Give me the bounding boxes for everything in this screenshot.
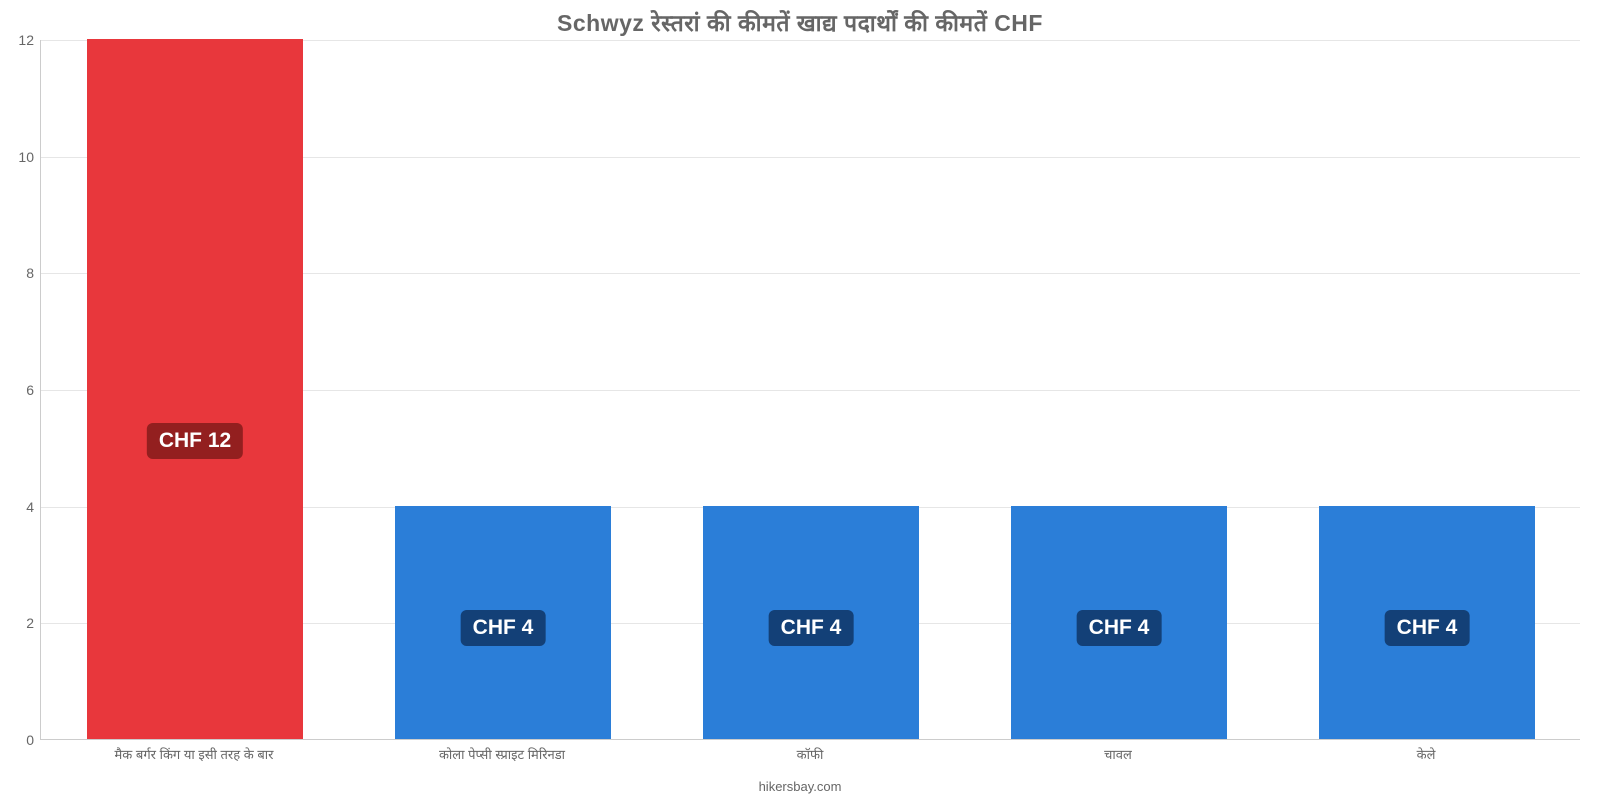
- plot-area: CHF 12 CHF 4 CHF 4 CHF 4 CHF 4: [40, 40, 1580, 740]
- chart-footer: hikersbay.com: [0, 779, 1600, 794]
- y-tick-label: 2: [4, 615, 34, 631]
- x-tick-label: कोला पेप्सी स्प्राइट मिरिनडा: [439, 745, 565, 763]
- y-tick-label: 0: [4, 732, 34, 748]
- price-bar-chart: Schwyz रेस्तरां की कीमतें खाद्य पदार्थों…: [0, 0, 1600, 800]
- x-tick-label: कॉफी: [797, 745, 824, 763]
- bar-value-badge: CHF 4: [461, 610, 546, 646]
- x-tick-label: चावल: [1104, 745, 1132, 763]
- y-tick-label: 10: [4, 149, 34, 165]
- chart-title: Schwyz रेस्तरां की कीमतें खाद्य पदार्थों…: [0, 6, 1600, 38]
- y-tick-label: 8: [4, 265, 34, 281]
- y-tick-label: 12: [4, 32, 34, 48]
- bar-value-badge: CHF 12: [147, 423, 243, 459]
- price-bar: [87, 39, 303, 739]
- bar-value-badge: CHF 4: [1385, 610, 1470, 646]
- y-tick-label: 4: [4, 499, 34, 515]
- bar-value-badge: CHF 4: [769, 610, 854, 646]
- x-tick-label: केले: [1417, 745, 1436, 763]
- x-tick-label: मैक बर्गर किंग या इसी तरह के बार: [115, 745, 274, 763]
- y-tick-label: 6: [4, 382, 34, 398]
- bar-value-badge: CHF 4: [1077, 610, 1162, 646]
